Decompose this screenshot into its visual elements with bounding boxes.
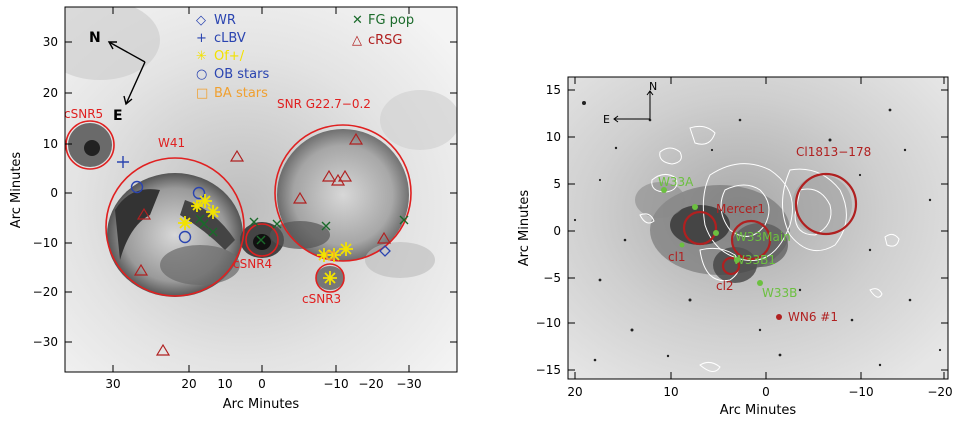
- right-contours: [639, 125, 900, 372]
- clbv-marker: [117, 156, 129, 168]
- left-compass-n: N: [89, 30, 101, 46]
- csnr4-label: cSNR4: [233, 257, 272, 271]
- right-xtick-label: 10: [663, 385, 678, 399]
- left-ytick-label: 30: [43, 35, 58, 49]
- wn6-marker: [776, 314, 782, 320]
- left-xtick-label: 0: [258, 377, 266, 391]
- left-xtick-label: 20: [181, 377, 196, 391]
- w33main-label: W33Main: [735, 230, 791, 244]
- fg-markers: [195, 214, 409, 245]
- left-legend: ◇ WR + cLBV ✳ Of+/ ○ OB stars □ BA stars…: [196, 13, 414, 101]
- csnr4-circle: [245, 223, 279, 257]
- right-ytick-label: −5: [543, 271, 561, 285]
- crsg-markers: [133, 132, 392, 356]
- right-xtick-labels: 20 10 0 −10 −20: [567, 385, 952, 399]
- csnr5-label: cSNR5: [64, 107, 103, 121]
- left-ylabel: Arc Minutes: [9, 152, 24, 229]
- left-xtick-label: −30: [396, 377, 421, 391]
- right-panel: Cl1813−178 W33A Mercer1 W33Main W33B1 W3…: [517, 76, 953, 418]
- legend-fg-symbol: ✕: [352, 13, 363, 28]
- legend-fg-label: FG pop: [368, 13, 414, 28]
- right-compass-e: E: [603, 113, 610, 126]
- right-ytick-label: −15: [536, 363, 561, 377]
- legend-clbv-label: cLBV: [214, 31, 246, 46]
- right-ytick-labels: 15 10 5 0 −5 −10 −15: [536, 83, 561, 377]
- w33a-label: W33A: [658, 175, 694, 189]
- right-xtick-label: −20: [927, 385, 952, 399]
- right-ytick-label: 0: [553, 224, 561, 238]
- legend-ob-label: OB stars: [214, 67, 269, 82]
- right-ytick-label: 5: [553, 177, 561, 191]
- right-plot-frame: [567, 76, 949, 380]
- left-ytick-label: 20: [43, 86, 58, 100]
- left-panel: cSNR5 W41 SNR G22.7−0.2 cSNR4 cSNR3 N E …: [9, 6, 458, 412]
- left-xlabel: Arc Minutes: [223, 397, 300, 412]
- left-ytick-labels: 30 20 10 0 −10 −20 −30: [33, 35, 58, 349]
- legend-ob-symbol: ○: [196, 67, 207, 82]
- cl1-circle: [682, 210, 718, 246]
- right-ytick-label: 15: [546, 83, 561, 97]
- wn6-label: WN6 #1: [788, 310, 838, 324]
- right-compass-n: N: [649, 80, 657, 93]
- csnr5-circle: [65, 120, 115, 170]
- right-xtick-label: 0: [762, 385, 770, 399]
- right-xlabel: Arc Minutes: [720, 403, 797, 418]
- w33b-label: W33B: [762, 286, 797, 300]
- left-compass: [107, 41, 146, 106]
- left-ytick-label: −20: [33, 285, 58, 299]
- legend-wr-symbol: ◇: [196, 13, 206, 28]
- legend-clbv-symbol: +: [196, 31, 207, 46]
- right-ytick-label: −10: [536, 316, 561, 330]
- w41-circle: [105, 157, 245, 297]
- snr-g22-label: SNR G22.7−0.2: [277, 97, 371, 111]
- legend-crsg-symbol: △: [352, 33, 362, 48]
- cl1813-label: Cl1813−178: [796, 145, 871, 159]
- legend-of-symbol: ✳: [196, 49, 207, 64]
- wr-marker: [379, 245, 391, 257]
- snr-g22-circle: [274, 124, 412, 262]
- w41-label: W41: [158, 136, 185, 150]
- left-xtick-label: 10: [217, 377, 232, 391]
- mercer1-circle: [730, 219, 772, 261]
- left-xtick-label: 30: [105, 377, 120, 391]
- left-xtick-label: −20: [358, 377, 383, 391]
- mercer1-label: Mercer1: [716, 202, 765, 216]
- cl1813-circle: [794, 172, 858, 236]
- right-region-circles: [682, 172, 858, 276]
- legend-crsg-label: cRSG: [368, 33, 403, 48]
- left-xtick-labels: 30 20 10 0 −10 −20 −30: [105, 377, 421, 391]
- left-xtick-label: −10: [323, 377, 348, 391]
- legend-of-label: Of+/: [214, 49, 245, 64]
- left-nebula: [65, 7, 457, 297]
- csnr3-label: cSNR3: [302, 292, 341, 306]
- left-markers: [117, 132, 409, 356]
- right-ticks: [568, 77, 948, 379]
- left-ytick-label: 10: [43, 137, 58, 151]
- cl1-label: cl1: [668, 250, 686, 264]
- left-ytick-label: −30: [33, 335, 58, 349]
- ob-markers: [130, 180, 206, 244]
- left-region-circles: [65, 120, 412, 297]
- right-ylabel: Arc Minutes: [517, 190, 532, 267]
- left-ytick-label: 0: [50, 186, 58, 200]
- right-green-markers: [661, 187, 763, 286]
- legend-ba-symbol: □: [196, 86, 208, 101]
- right-compass: [613, 90, 654, 123]
- cl2-label: cl2: [716, 279, 734, 293]
- legend-wr-label: WR: [214, 13, 236, 28]
- left-plot-frame: [64, 6, 458, 373]
- cl2-circle: [721, 256, 741, 276]
- w33b1-label: W33B1: [733, 253, 776, 267]
- csnr3-circle: [315, 263, 345, 293]
- right-ytick-label: 10: [546, 130, 561, 144]
- legend-ba-label: BA stars: [214, 86, 268, 101]
- right-xtick-label: 20: [567, 385, 582, 399]
- left-compass-e: E: [113, 108, 123, 124]
- left-ticks: [65, 7, 457, 372]
- right-xtick-label: −10: [848, 385, 873, 399]
- ba-markers: [326, 251, 335, 260]
- left-ytick-label: −10: [33, 236, 58, 250]
